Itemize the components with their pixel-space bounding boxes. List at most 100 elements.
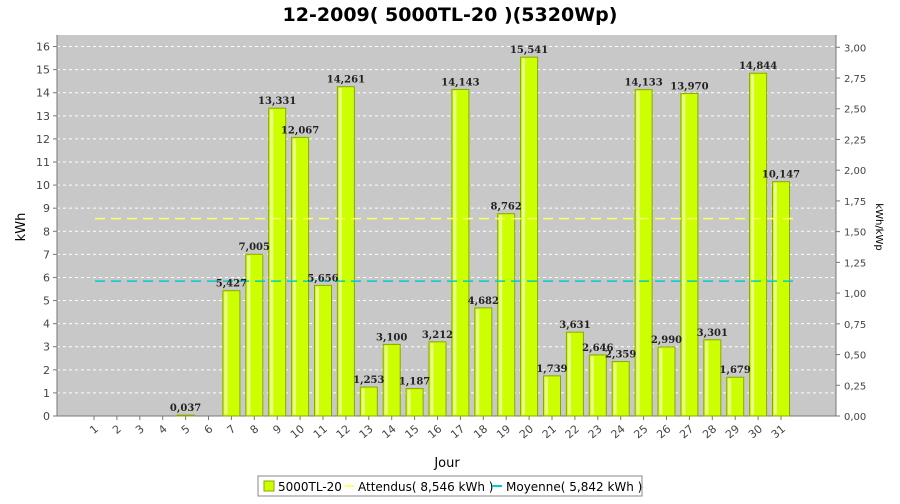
bar-highlight — [247, 255, 251, 415]
y-tick-label: 11 — [36, 156, 50, 169]
y-tick-label: 9 — [43, 202, 50, 215]
bar-value-label: 13,970 — [670, 81, 708, 92]
bar-highlight — [522, 58, 526, 415]
bar-value-label: 1,187 — [399, 377, 430, 388]
bar-value-label: 3,301 — [697, 328, 728, 339]
bar-highlight — [728, 378, 732, 415]
y-tick-label: 2 — [43, 364, 50, 377]
bar-highlight — [407, 390, 411, 415]
bar-highlight — [316, 286, 319, 415]
x-tick-label: 9 — [270, 422, 284, 436]
x-tick-label: 7 — [225, 422, 239, 436]
x-tick-label: 31 — [769, 422, 788, 441]
x-tick-label: 27 — [677, 422, 696, 441]
bar-value-label: 3,631 — [559, 320, 590, 331]
y2-tick-label: 1,75 — [844, 197, 866, 208]
bar-highlight — [476, 309, 480, 415]
bar-highlight — [293, 138, 297, 415]
legend-label: Moyenne( 5,842 kWh ) — [506, 480, 642, 494]
y2-tick-label: 1,00 — [844, 289, 866, 300]
bar-highlight — [430, 343, 434, 415]
x-tick-label: 18 — [471, 422, 490, 441]
bar-highlight — [453, 90, 457, 415]
bar-highlight — [590, 356, 594, 415]
bar-highlight — [613, 363, 617, 415]
y-tick-label: 5 — [43, 295, 50, 308]
bar-highlight — [636, 91, 640, 415]
x-tick-label: 12 — [334, 422, 353, 441]
chart-title: 12-2009( 5000TL-20 )(5320Wp) — [283, 4, 618, 26]
y2-tick-label: 2,75 — [844, 74, 866, 85]
x-tick-label: 22 — [563, 422, 582, 441]
y-tick-label: 6 — [43, 271, 50, 284]
y-axis-label: kWh — [14, 213, 29, 242]
y-tick-label: 3 — [43, 341, 50, 354]
bar-highlight — [338, 88, 342, 415]
x-tick-label: 3 — [133, 422, 147, 436]
y-tick-label: 4 — [43, 318, 50, 331]
x-tick-label: 23 — [586, 422, 605, 441]
x-tick-label: 2 — [110, 422, 124, 436]
x-tick-label: 16 — [425, 422, 444, 441]
y-tick-label: 12 — [36, 133, 50, 146]
bar-value-label: 5,656 — [307, 273, 338, 284]
bar-value-label: 13,331 — [258, 96, 296, 107]
y2-axis-label: kWh/kWp — [873, 203, 884, 250]
x-tick-label: 26 — [654, 422, 673, 441]
x-tick-label: 11 — [311, 422, 330, 441]
x-tick-label: 14 — [380, 422, 399, 441]
x-tick-label: 30 — [746, 422, 765, 441]
bar — [176, 414, 195, 417]
legend-label: Attendus( 8,546 kWh ) — [358, 480, 493, 494]
x-tick-label: 29 — [723, 422, 742, 441]
y2-tick-label: 0,00 — [844, 412, 866, 423]
bar-value-label: 1,739 — [536, 364, 567, 375]
x-tick-label: 5 — [179, 422, 193, 436]
bar-value-label: 12,067 — [281, 125, 319, 136]
x-tick-label: 6 — [202, 422, 216, 436]
y-tick-label: 1 — [43, 387, 50, 400]
x-tick-label: 8 — [248, 422, 262, 436]
y-tick-label: 7 — [43, 248, 50, 261]
x-tick-label: 28 — [700, 422, 719, 441]
y-tick-label: 16 — [36, 41, 50, 54]
bar-value-label: 2,990 — [651, 335, 682, 346]
bar-highlight — [270, 109, 274, 415]
bar-value-label: 8,762 — [491, 202, 522, 213]
bar-value-label: 2,359 — [605, 350, 636, 361]
legend-label: 5000TL-20 — [278, 480, 342, 494]
reference-lines — [95, 217, 798, 282]
x-tick-label: 10 — [288, 422, 307, 441]
y-tick-label: 0 — [43, 410, 50, 423]
bar-value-label: 2,646 — [582, 343, 613, 354]
bar-value-label: 4,682 — [468, 296, 499, 307]
bar-value-label: 14,261 — [327, 75, 365, 86]
legend-swatch-bar — [263, 480, 275, 492]
bar-highlight — [499, 215, 503, 415]
x-tick-label: 25 — [631, 422, 650, 441]
bar-highlight — [774, 183, 777, 415]
y2-tick-label: 3,00 — [844, 43, 866, 54]
y2-tick-label: 0,75 — [844, 320, 866, 331]
x-tick-label: 20 — [517, 422, 536, 441]
y-tick-label: 15 — [36, 64, 50, 77]
right-y-axis: 0,00 0,25 0,50 0,75 1,00 1,25 1,50 1,75 2,00 2,25… — [835, 35, 866, 423]
x-tick-label: 19 — [494, 422, 513, 441]
x-tick-label: 4 — [156, 422, 170, 436]
bar-highlight — [545, 377, 548, 415]
bar-value-label: 14,143 — [441, 77, 479, 88]
bar-highlight — [361, 388, 365, 415]
bar-highlight — [384, 345, 388, 415]
x-tick-label: 15 — [402, 422, 421, 441]
y-tick-label: 8 — [43, 225, 50, 238]
y2-tick-label: 1,25 — [844, 258, 866, 269]
bar-value-label: 3,100 — [376, 332, 407, 343]
y2-tick-label: 2,00 — [844, 166, 866, 177]
y-tick-label: 13 — [36, 110, 50, 123]
legend: 5000TL-20 Attendus( 8,546 kWh ) Moyenne( 5… — [257, 475, 643, 497]
bar-value-label: 10,147 — [762, 170, 800, 181]
bar-value-labels: 0,037 5,427 7,005 13,331 12,067 5,656 14,261 1,… — [170, 45, 800, 414]
bar-highlight — [705, 341, 709, 415]
